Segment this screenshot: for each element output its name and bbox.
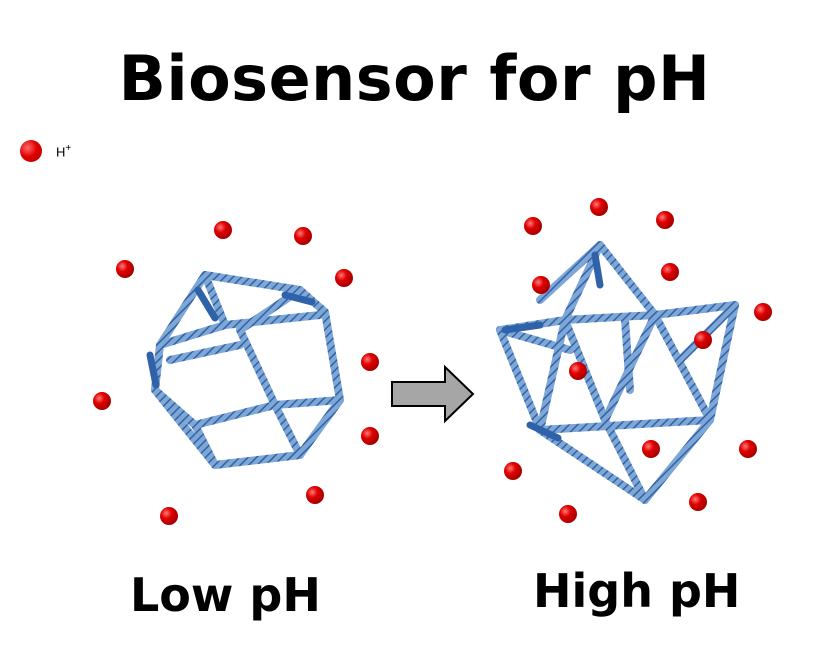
transition-arrow <box>391 364 475 424</box>
hydrogen-ion <box>754 303 772 321</box>
dna-cage-high-ph-highlights <box>501 251 604 442</box>
dna-cage-low-ph-highlights <box>146 286 316 389</box>
legend: H+ <box>20 140 71 162</box>
hydrogen-ion <box>160 507 178 525</box>
hydrogen-ions-high-ph <box>504 198 772 523</box>
hydrogen-ion <box>361 427 379 445</box>
hydrogen-ion <box>689 493 707 511</box>
hydrogen-ions-low-ph <box>93 221 379 525</box>
hydrogen-ion <box>590 198 608 216</box>
hydrogen-ion <box>569 362 587 380</box>
hydrogen-ion <box>532 276 550 294</box>
hydrogen-ion <box>116 260 134 278</box>
hydrogen-ion <box>214 221 232 239</box>
hydrogen-ion <box>739 440 757 458</box>
hydrogen-ion <box>504 462 522 480</box>
hydrogen-ion-icon <box>20 140 42 162</box>
hydrogen-ion <box>694 331 712 349</box>
hydrogen-ion <box>661 263 679 281</box>
hydrogen-ion <box>559 505 577 523</box>
hydrogen-ion <box>656 211 674 229</box>
hydrogen-ion <box>642 440 660 458</box>
dna-cage-high-ph <box>496 241 739 504</box>
hydrogen-ion <box>524 217 542 235</box>
hydrogen-ion <box>306 486 324 504</box>
dna-cage-low-ph <box>151 271 344 469</box>
hydrogen-ion <box>335 269 353 287</box>
hydrogen-ion <box>361 353 379 371</box>
hydrogen-ion <box>93 392 111 410</box>
high-ph-label: High pH <box>533 564 741 618</box>
low-ph-label: Low pH <box>130 568 321 622</box>
page-title: Biosensor for pH <box>118 42 711 115</box>
legend-label: H+ <box>56 142 72 160</box>
hydrogen-ion <box>294 227 312 245</box>
